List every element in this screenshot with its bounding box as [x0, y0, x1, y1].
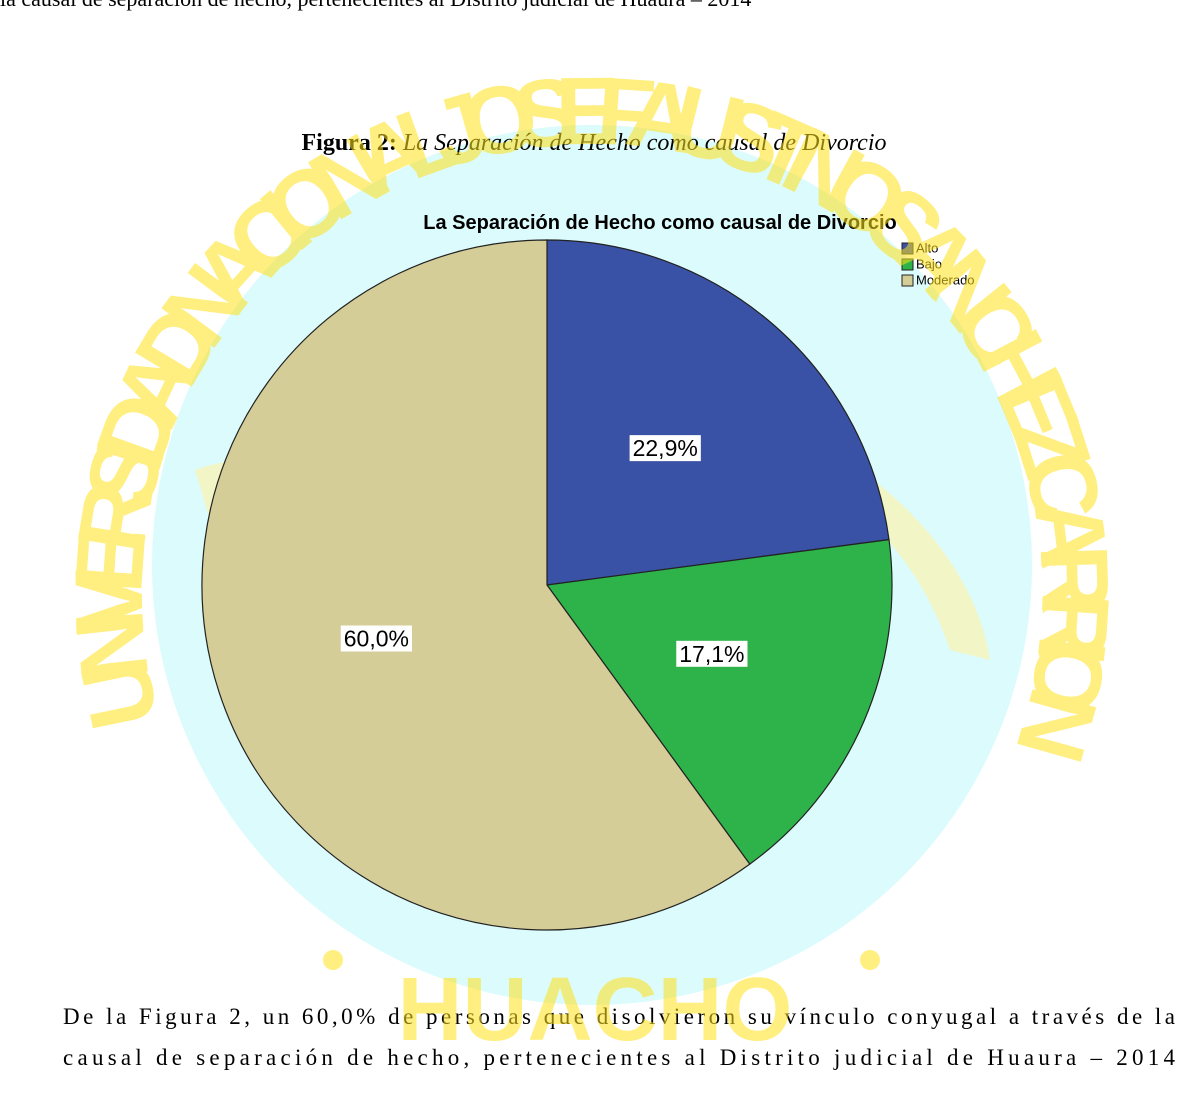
pie-slice — [545, 538, 893, 865]
legend-label: Bajo — [916, 256, 942, 271]
value-label: 17,1% — [679, 641, 744, 667]
legend-swatch — [901, 258, 914, 271]
chart-title: La Separación de Hecho como causal de Di… — [423, 212, 897, 234]
value-label-box — [676, 640, 748, 667]
legend-swatch — [901, 242, 914, 255]
watermark-dot — [323, 950, 343, 970]
watermark-dot — [860, 950, 880, 970]
pie: 22,9% 17,1% 60,0% — [201, 239, 893, 931]
legend-label: Moderado — [916, 272, 975, 287]
value-label: 22,9% — [633, 435, 698, 461]
figure-caption-text: La Separación de Hecho como causal de Di… — [402, 130, 887, 156]
value-label: 60,0% — [344, 626, 409, 652]
watermark-bottom-text: HUACHO — [398, 960, 793, 1060]
value-label-box — [340, 625, 412, 652]
top-line: la causal de separación de hecho, perten… — [0, 0, 751, 11]
legend-swatch — [901, 274, 914, 287]
figure-caption: Figura 2: La Separación de Hecho como cau… — [302, 130, 887, 156]
figure-label: Figura 2: — [302, 130, 397, 156]
value-label-box — [629, 435, 701, 462]
pie-slice — [546, 239, 890, 586]
legend-label: Alto — [916, 240, 938, 255]
pie-slice — [201, 239, 751, 931]
